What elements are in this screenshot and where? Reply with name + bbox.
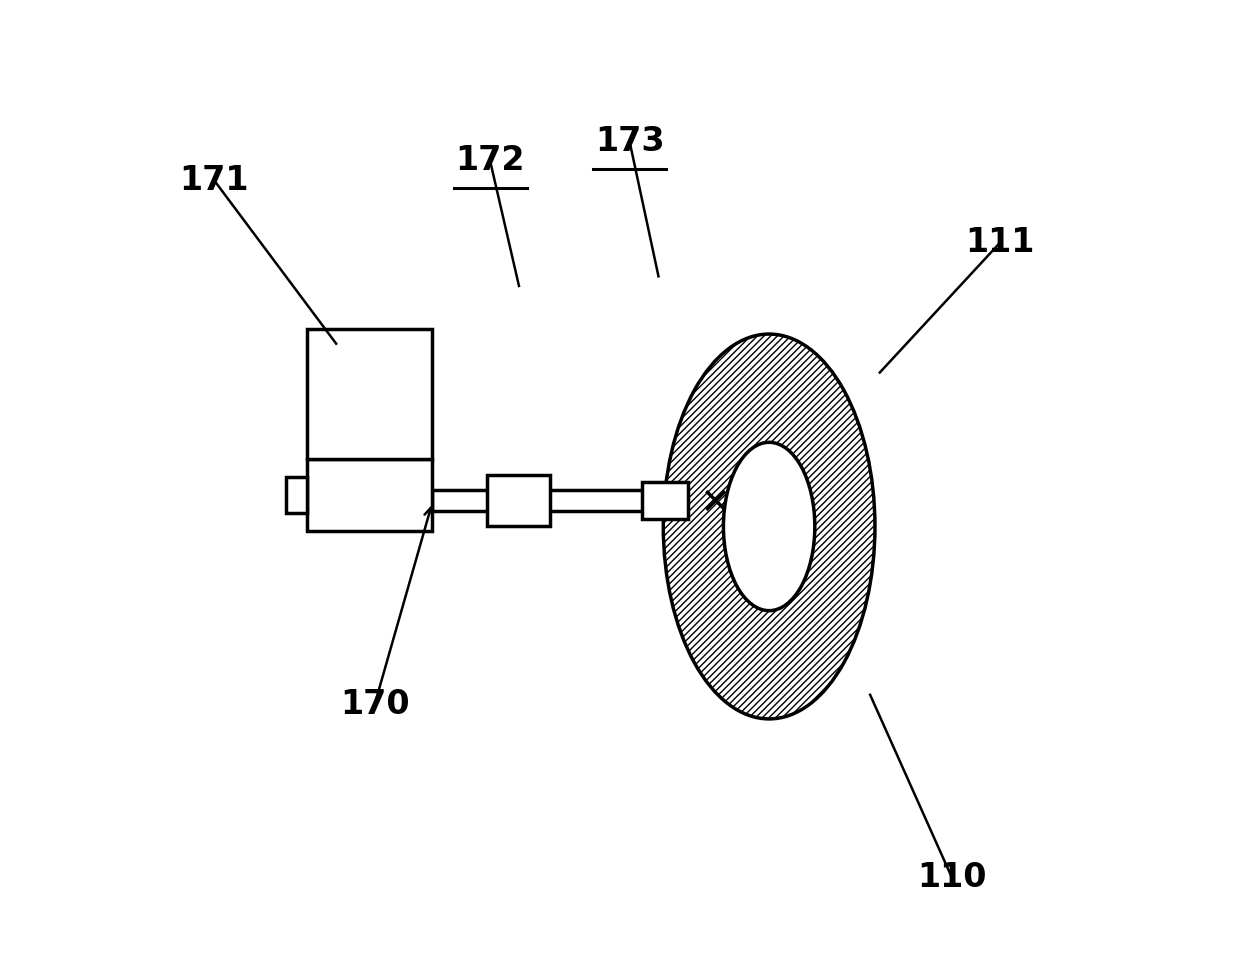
Text: 170: 170 xyxy=(340,688,409,721)
Text: 172: 172 xyxy=(455,144,525,178)
Text: 110: 110 xyxy=(918,861,987,894)
FancyBboxPatch shape xyxy=(433,490,687,511)
Text: 111: 111 xyxy=(966,226,1034,260)
Ellipse shape xyxy=(663,334,875,719)
Text: 173: 173 xyxy=(595,125,665,158)
FancyBboxPatch shape xyxy=(487,475,549,525)
FancyBboxPatch shape xyxy=(308,459,433,531)
FancyBboxPatch shape xyxy=(286,477,308,513)
Ellipse shape xyxy=(723,442,815,611)
Text: 171: 171 xyxy=(180,164,249,196)
FancyBboxPatch shape xyxy=(642,482,688,519)
FancyBboxPatch shape xyxy=(308,329,433,459)
